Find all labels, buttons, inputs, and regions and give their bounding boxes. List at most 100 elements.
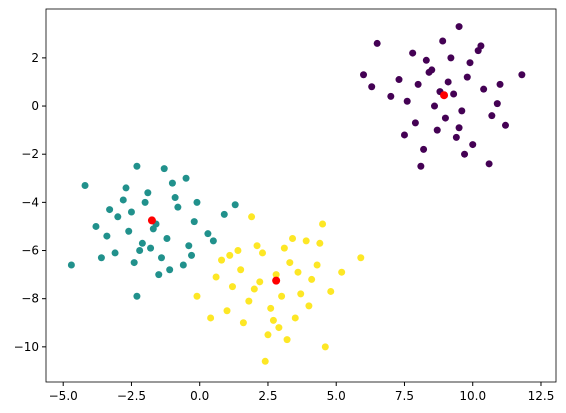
point <box>245 297 253 305</box>
point <box>147 216 156 225</box>
point <box>283 336 291 344</box>
point <box>433 126 441 134</box>
x-tick-label: 0.0 <box>190 389 209 403</box>
point <box>264 331 272 339</box>
y-tick-label: −6 <box>21 244 39 258</box>
point <box>106 206 114 214</box>
point <box>450 90 458 98</box>
point <box>250 285 258 293</box>
point <box>444 78 452 86</box>
point <box>357 254 365 262</box>
point <box>209 237 217 245</box>
point <box>414 80 422 88</box>
point <box>171 194 179 202</box>
point <box>272 271 280 279</box>
point <box>127 208 135 216</box>
point <box>360 71 368 79</box>
point <box>67 261 75 269</box>
point <box>305 302 313 310</box>
point <box>111 249 119 257</box>
point <box>253 242 261 250</box>
point <box>302 237 310 245</box>
point <box>231 201 239 209</box>
point <box>103 232 111 240</box>
point <box>92 222 100 230</box>
x-tick-label: 5.0 <box>327 389 346 403</box>
plot-frame <box>45 8 557 383</box>
point <box>256 278 264 286</box>
point <box>97 254 105 262</box>
point <box>218 256 226 264</box>
point <box>289 234 297 242</box>
point <box>269 316 277 324</box>
point <box>190 218 198 226</box>
point <box>439 37 447 45</box>
point <box>477 42 485 50</box>
point <box>166 266 174 274</box>
point <box>441 114 449 122</box>
point <box>501 121 509 129</box>
y-tick-label: −10 <box>14 340 39 354</box>
x-tick-label: 2.5 <box>258 389 277 403</box>
point <box>144 189 152 197</box>
x-tick-label: 12.5 <box>528 389 555 403</box>
point <box>411 119 419 127</box>
point <box>207 314 215 322</box>
x-tick-label: 7.5 <box>395 389 414 403</box>
point <box>368 83 376 91</box>
point <box>395 76 403 84</box>
point <box>447 54 455 62</box>
point <box>321 343 329 351</box>
point <box>485 160 493 168</box>
point <box>493 100 501 108</box>
point <box>319 220 327 228</box>
point <box>278 292 286 300</box>
point <box>327 287 335 295</box>
point <box>157 254 165 262</box>
point <box>338 268 346 276</box>
point <box>163 234 171 242</box>
point <box>193 292 201 300</box>
point <box>168 179 176 187</box>
point <box>185 242 193 250</box>
point <box>81 182 89 190</box>
point <box>440 91 449 100</box>
point <box>136 247 144 255</box>
point <box>149 225 157 233</box>
point <box>518 71 526 79</box>
point <box>452 133 460 141</box>
point <box>387 92 395 100</box>
point <box>212 273 220 281</box>
point <box>188 251 196 259</box>
point <box>226 251 234 259</box>
point <box>297 290 305 298</box>
point <box>114 213 122 221</box>
point <box>133 162 141 170</box>
point <box>220 210 228 218</box>
point <box>496 80 504 88</box>
point <box>119 196 127 204</box>
point <box>291 314 299 322</box>
point <box>280 244 288 252</box>
y-tick-label: 2 <box>31 51 39 65</box>
point <box>455 124 463 132</box>
point <box>420 145 428 153</box>
point <box>316 239 324 247</box>
point <box>130 259 138 267</box>
point <box>248 213 256 221</box>
x-tick-label: −2.5 <box>117 389 146 403</box>
point <box>469 141 477 149</box>
point <box>267 304 275 312</box>
point <box>308 275 316 283</box>
point <box>234 247 242 255</box>
point <box>417 162 425 170</box>
point <box>179 261 187 269</box>
x-tick-label: 10.0 <box>459 389 486 403</box>
point <box>259 249 267 257</box>
point <box>155 271 163 279</box>
y-tick-label: 0 <box>31 99 39 113</box>
point <box>455 23 463 31</box>
point <box>461 150 469 158</box>
point <box>239 319 247 327</box>
